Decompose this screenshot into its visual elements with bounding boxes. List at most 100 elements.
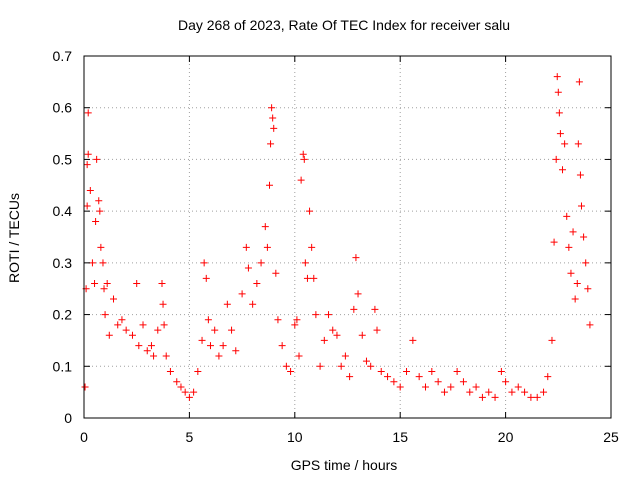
data-point <box>173 378 181 386</box>
data-point <box>278 342 286 350</box>
data-point <box>166 367 174 375</box>
data-point <box>242 243 250 251</box>
data-point <box>84 109 92 117</box>
data-point <box>135 342 143 350</box>
data-point <box>299 150 307 158</box>
data-point <box>575 78 583 86</box>
data-point <box>177 383 185 391</box>
data-point <box>521 388 529 396</box>
data-point <box>403 367 411 375</box>
data-point <box>81 383 89 391</box>
data-point <box>257 259 265 267</box>
data-point <box>282 362 290 370</box>
data-point <box>555 109 563 117</box>
data-point <box>563 212 571 220</box>
data-point <box>553 73 561 81</box>
data-point <box>99 259 107 267</box>
data-point <box>548 336 556 344</box>
data-point <box>377 367 385 375</box>
data-point <box>367 362 375 370</box>
data-point <box>249 300 257 308</box>
data-point <box>244 264 252 272</box>
data-point <box>92 217 100 225</box>
data-point <box>362 357 370 365</box>
data-point <box>478 393 486 401</box>
data-point <box>552 155 560 163</box>
data-point <box>295 352 303 360</box>
data-points <box>81 73 594 401</box>
data-point <box>573 280 581 288</box>
y-tick-label: 0.3 <box>53 255 73 271</box>
data-point <box>96 207 104 215</box>
chart-title: Day 268 of 2023, Rate Of TEC Index for r… <box>177 17 511 33</box>
data-point <box>301 259 309 267</box>
x-axis-label: GPS time / hours <box>290 457 398 473</box>
data-point <box>571 295 579 303</box>
data-point <box>133 280 141 288</box>
data-point <box>287 367 295 375</box>
data-point <box>527 393 535 401</box>
data-point <box>396 383 404 391</box>
data-point <box>584 285 592 293</box>
data-point <box>101 311 109 319</box>
data-point <box>358 331 366 339</box>
data-point <box>194 367 202 375</box>
y-tick-label: 0 <box>64 410 72 426</box>
data-point <box>371 305 379 313</box>
data-point <box>253 280 261 288</box>
data-point <box>352 254 360 262</box>
data-point <box>97 243 105 251</box>
data-point <box>308 243 316 251</box>
data-point <box>128 331 136 339</box>
data-point <box>508 388 516 396</box>
data-point <box>181 388 189 396</box>
x-tick-label: 25 <box>603 429 619 445</box>
data-point <box>320 336 328 344</box>
x-tick-label: 20 <box>498 429 514 445</box>
data-point <box>198 336 206 344</box>
data-point <box>162 352 170 360</box>
data-point <box>95 197 103 205</box>
y-tick-label: 0.7 <box>53 48 73 64</box>
data-point <box>544 373 552 381</box>
y-tick-label: 0.4 <box>53 203 73 219</box>
data-point <box>576 171 584 179</box>
y-tick-label: 0.1 <box>53 358 73 374</box>
data-point <box>577 202 585 210</box>
data-point <box>415 373 423 381</box>
data-point <box>337 362 345 370</box>
data-point <box>472 383 480 391</box>
plot-border <box>83 55 612 419</box>
data-point <box>354 290 362 298</box>
data-point <box>232 347 240 355</box>
data-point <box>147 342 155 350</box>
data-point <box>228 326 236 334</box>
data-point <box>466 388 474 396</box>
data-point <box>409 336 417 344</box>
data-point <box>268 104 276 112</box>
data-point <box>266 181 274 189</box>
data-point <box>565 243 573 251</box>
data-point <box>190 388 198 396</box>
data-point <box>202 274 210 282</box>
data-point <box>274 316 282 324</box>
data-point <box>110 295 118 303</box>
data-point <box>84 150 92 158</box>
data-point <box>154 326 162 334</box>
data-point <box>310 274 318 282</box>
data-point <box>158 280 166 288</box>
data-point <box>569 228 577 236</box>
data-point <box>91 280 99 288</box>
data-point <box>574 140 582 148</box>
data-point <box>269 114 277 122</box>
y-tick-label: 0.2 <box>53 307 73 323</box>
data-point <box>502 378 510 386</box>
data-point <box>215 352 223 360</box>
x-tick-label: 15 <box>392 429 408 445</box>
data-point <box>105 331 113 339</box>
data-point <box>350 305 358 313</box>
data-point <box>550 238 558 246</box>
data-point <box>346 373 354 381</box>
data-point <box>83 161 91 169</box>
